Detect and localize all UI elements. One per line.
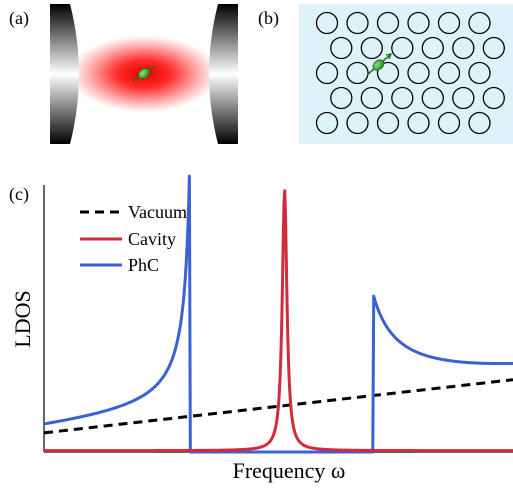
series-cavity-line	[43, 189, 513, 453]
lattice-hole	[376, 61, 400, 85]
lattice-hole	[376, 111, 400, 135]
lattice-hole	[421, 36, 444, 60]
lattice-hole	[346, 11, 369, 35]
legend-label-phc: PhC	[128, 255, 159, 275]
x-axis-label: Frequency ω	[233, 458, 346, 483]
lattice-hole	[437, 111, 461, 135]
y-axis-label: LDOS	[10, 290, 35, 347]
atom-b	[366, 53, 393, 76]
lattice-hole	[330, 36, 353, 60]
series-phc-line	[43, 174, 513, 454]
panel-label-a: (a)	[9, 8, 29, 28]
ldos-chart: Vacuum Cavity PhC Frequency ω LDOS	[10, 174, 513, 483]
atom-a	[132, 65, 156, 82]
lattice-hole	[482, 86, 505, 110]
series-vacuum-line	[43, 378, 513, 435]
lattice-hole	[315, 61, 339, 85]
lattice-hole	[391, 86, 414, 110]
lattice-hole	[376, 11, 400, 35]
lattice-hole	[468, 111, 491, 135]
lattice-hole	[391, 36, 414, 60]
photonic-crystal-panel	[299, 4, 513, 144]
lattice-background	[299, 4, 513, 144]
legend-label-cavity: Cavity	[128, 229, 176, 249]
lattice-hole	[330, 86, 353, 110]
legend: Vacuum Cavity PhC	[80, 202, 187, 275]
lattice-hole	[407, 111, 430, 135]
lattice-hole	[346, 61, 369, 85]
lattice-hole	[437, 61, 461, 85]
cavity-panel	[50, 4, 238, 144]
panel-label-c: (c)	[9, 184, 29, 204]
lattice-hole	[452, 36, 475, 60]
lattice-hole	[482, 36, 505, 60]
lattice-hole	[407, 61, 430, 85]
lattice-hole	[468, 11, 491, 35]
panel-label-b: (b)	[258, 8, 279, 28]
lattice-hole	[360, 86, 383, 110]
lattice-hole	[468, 61, 491, 85]
lattice-holes	[315, 11, 505, 135]
legend-label-vacuum: Vacuum	[128, 202, 187, 222]
lattice-hole	[360, 36, 383, 60]
lattice-hole	[452, 86, 475, 110]
lattice-hole	[421, 86, 444, 110]
lattice-hole	[407, 11, 430, 35]
lattice-hole	[346, 111, 369, 135]
lattice-hole	[437, 11, 461, 35]
lattice-hole	[315, 11, 339, 35]
lattice-hole	[315, 111, 339, 135]
